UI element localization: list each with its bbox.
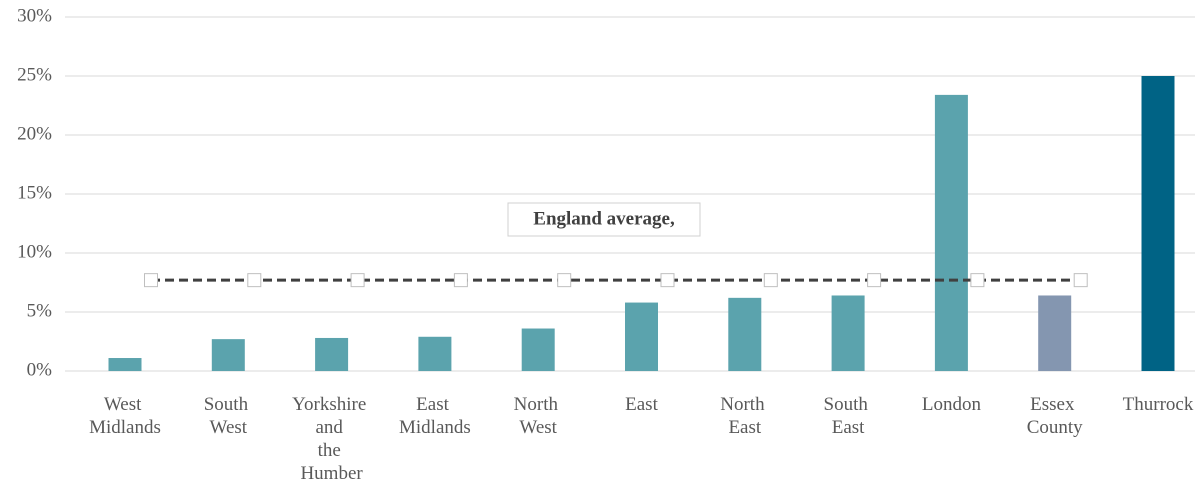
x-tick-label: North East [720, 394, 769, 438]
bar [521, 328, 555, 371]
x-tick-label: East [625, 394, 658, 415]
x-tick-line: Midlands [89, 417, 161, 438]
bar [108, 358, 142, 371]
bar [315, 337, 349, 371]
x-tick-line: West [210, 417, 248, 438]
x-tick-line: East [728, 417, 761, 438]
x-tick-label: North West [514, 394, 563, 438]
y-tick-label: 15% [17, 182, 52, 203]
x-tick-label: Essex County [1027, 394, 1083, 438]
x-tick-line: South [204, 394, 253, 415]
y-tick-label: 25% [17, 64, 52, 85]
x-tick-line: North [514, 394, 563, 415]
bar [211, 339, 245, 371]
x-tick-line: Essex [1030, 394, 1079, 415]
average-marker [557, 273, 572, 288]
bar [1038, 295, 1072, 371]
x-tick-line: West [104, 394, 146, 415]
x-tick-label: West Midlands [89, 394, 161, 438]
average-marker [453, 273, 468, 288]
x-tick-label: East Midlands [399, 394, 471, 438]
x-tick-label: South West [204, 394, 253, 438]
x-tick-label: South East [824, 394, 873, 438]
x-tick-line: South [824, 394, 873, 415]
x-tick-line: East [832, 417, 865, 438]
average-marker [1073, 273, 1088, 288]
annotation-box [507, 202, 701, 237]
x-tick-line: Midlands [399, 417, 471, 438]
y-tick-label: 10% [17, 241, 52, 262]
average-marker [867, 273, 882, 288]
average-marker [350, 273, 365, 288]
bar [831, 295, 865, 371]
annotation: England average, [533, 208, 675, 229]
bar [728, 297, 762, 371]
x-tick-line: County [1027, 417, 1083, 438]
average-marker [144, 273, 158, 288]
average-marker [763, 273, 778, 288]
x-tick-line: and [316, 417, 348, 438]
bar [934, 94, 968, 371]
x-tick-line: Thurrock [1123, 394, 1194, 415]
x-tick-line: Yorkshire [292, 394, 371, 415]
x-tick-line: North [720, 394, 769, 415]
x-tick-line: Humber [300, 463, 363, 484]
x-tick-label: London [922, 394, 982, 415]
x-tick-line: the [318, 440, 346, 461]
x-tick-line: East [625, 394, 658, 415]
average-marker [660, 273, 675, 288]
bar [625, 302, 658, 371]
y-tick-label: 20% [17, 123, 52, 144]
y-tick-label: 0% [27, 359, 53, 380]
y-tick-label: 30% [17, 5, 52, 26]
x-tick-line: London [922, 394, 982, 415]
x-tick-label: Yorkshire and the Humber [292, 394, 371, 484]
bar [1141, 76, 1175, 371]
x-tick-line: West [519, 417, 557, 438]
bar [418, 336, 452, 371]
average-marker [970, 273, 985, 288]
y-tick-label: 5% [27, 300, 53, 321]
x-tick-line: East [416, 394, 453, 415]
average-marker [247, 273, 262, 288]
x-tick-label: Thurrock [1123, 394, 1194, 415]
